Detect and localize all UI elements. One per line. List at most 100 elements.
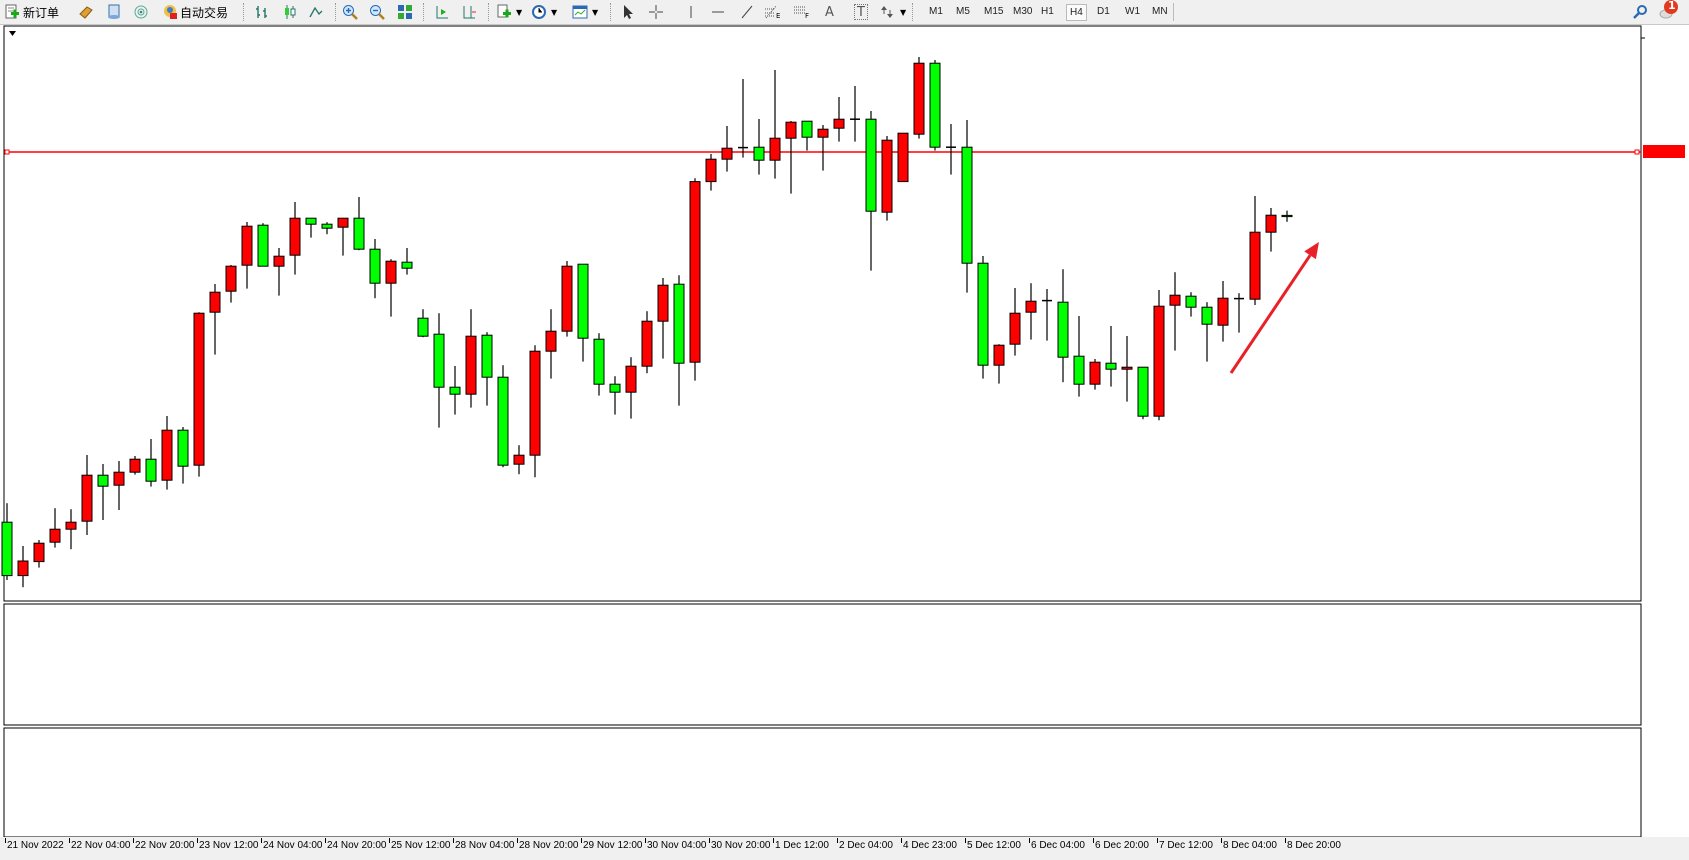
candle-body [1073,355,1085,385]
timeframe-m30[interactable]: M30 [1013,6,1033,17]
timeframe-d1[interactable]: D1 [1097,6,1110,17]
timeframe-h1[interactable]: H1 [1041,6,1054,17]
candle [689,178,701,381]
horizontal-line-button[interactable] [710,3,726,21]
annotation-arrow-head[interactable] [1304,242,1319,260]
text-label-icon: T [857,4,865,20]
candle [241,222,253,289]
timeframe-m1[interactable]: M1 [929,6,943,17]
text-label-button[interactable]: T [854,4,868,20]
dropdown-arrow-icon[interactable]: ▼ [551,7,558,17]
new-order-button[interactable]: 新订单 [4,3,59,21]
notification-count: 1 [1668,0,1676,12]
candle-body [369,248,381,284]
candle-body [385,260,397,284]
crosshair-button[interactable] [648,3,664,21]
collapse-triangle-icon[interactable] [9,31,16,36]
toolbar-separator [335,3,337,21]
navigator-button[interactable] [106,3,122,21]
annotation-arrow-line[interactable] [1229,254,1312,374]
trendline-button[interactable] [739,3,755,21]
dropdown-arrow-icon[interactable]: ▼ [592,7,599,17]
candle [705,154,717,191]
candle [1,503,13,580]
candle [353,197,365,251]
auto-scroll-button[interactable] [434,3,450,21]
candle [257,223,269,267]
candlestick-button[interactable] [282,3,298,21]
zoom-out-button[interactable] [369,3,385,21]
zoom-in-button[interactable] [342,3,358,21]
cursor-button[interactable] [620,3,636,21]
search-icon [1632,4,1648,20]
x-tick-label: 2 Dec 04:00 [839,840,893,851]
market-watch-button[interactable] [78,3,94,21]
dropdown-arrow-icon[interactable]: ▼ [516,7,523,17]
candle-body [305,217,317,225]
text-button[interactable]: A [825,3,834,21]
indicators-button[interactable]: ▼ [496,3,522,21]
candle-body [673,283,685,364]
candle-body [17,560,29,577]
line-chart-button[interactable] [308,3,324,21]
zoom-out-icon [369,4,385,20]
search-button[interactable] [1632,3,1648,21]
candle [641,311,653,374]
candle-body [161,429,173,481]
candle [850,86,860,142]
auto-scroll-icon [434,4,450,20]
candle [129,456,141,475]
arrows-button[interactable]: ▼ [880,3,906,21]
x-tick-label: 28 Nov 20:00 [519,840,579,851]
timeframe-h4[interactable]: H4 [1066,4,1087,21]
x-tick-label: 24 Nov 04:00 [263,840,323,851]
candle-body [1025,300,1037,313]
candle [1169,272,1181,351]
candle-body [609,383,621,393]
line-handle-right[interactable] [1634,149,1640,155]
candle-body [1249,231,1261,300]
candle [369,239,381,299]
auto-trade-button[interactable]: 自动交易 [162,3,228,21]
timeframe-m5[interactable]: M5 [956,6,970,17]
timeframe-w1[interactable]: W1 [1125,6,1140,17]
templates-button[interactable]: ▼ [572,3,598,21]
bar-chart-button[interactable] [254,3,270,21]
x-tick-label: 30 Nov 20:00 [711,840,771,851]
text-icon: A [825,4,834,20]
chart-shift-button[interactable] [461,3,477,21]
candle [385,259,397,317]
candle-body [1137,366,1149,417]
candle [1137,366,1149,420]
line-handle-left[interactable] [4,149,10,155]
auto-trade-icon [162,4,178,20]
candle [881,136,893,221]
candle-body [817,128,829,138]
chart-window[interactable] [0,25,1689,837]
candle-body [1153,305,1165,417]
candle [337,217,349,256]
fibo-fan-icon [793,4,809,20]
templates-icon [572,4,588,20]
candle-body [449,386,461,395]
dropdown-arrow-icon[interactable]: ▼ [900,7,907,17]
candle-body [433,333,445,388]
x-tick-label: 5 Dec 12:00 [967,840,1021,851]
vertical-line-button[interactable] [683,3,699,21]
tile-windows-button[interactable] [397,3,413,21]
candle-body [465,335,477,395]
candle-body [1201,306,1213,325]
timeframe-mn[interactable]: MN [1152,6,1168,17]
candle [1234,293,1244,333]
candle [465,309,477,408]
fibo-fan-button[interactable]: F [793,3,809,21]
fibonacci-button[interactable]: E [764,3,780,21]
x-tick-label: 7 Dec 12:00 [1159,840,1213,851]
periods-button[interactable]: ▼ [531,3,557,21]
x-tick [133,838,134,843]
notification-button[interactable]: 1 [1658,0,1680,19]
x-tick [581,838,582,843]
signals-button[interactable] [133,3,149,21]
timeframe-m15[interactable]: M15 [984,6,1004,17]
signals-icon [133,4,149,20]
